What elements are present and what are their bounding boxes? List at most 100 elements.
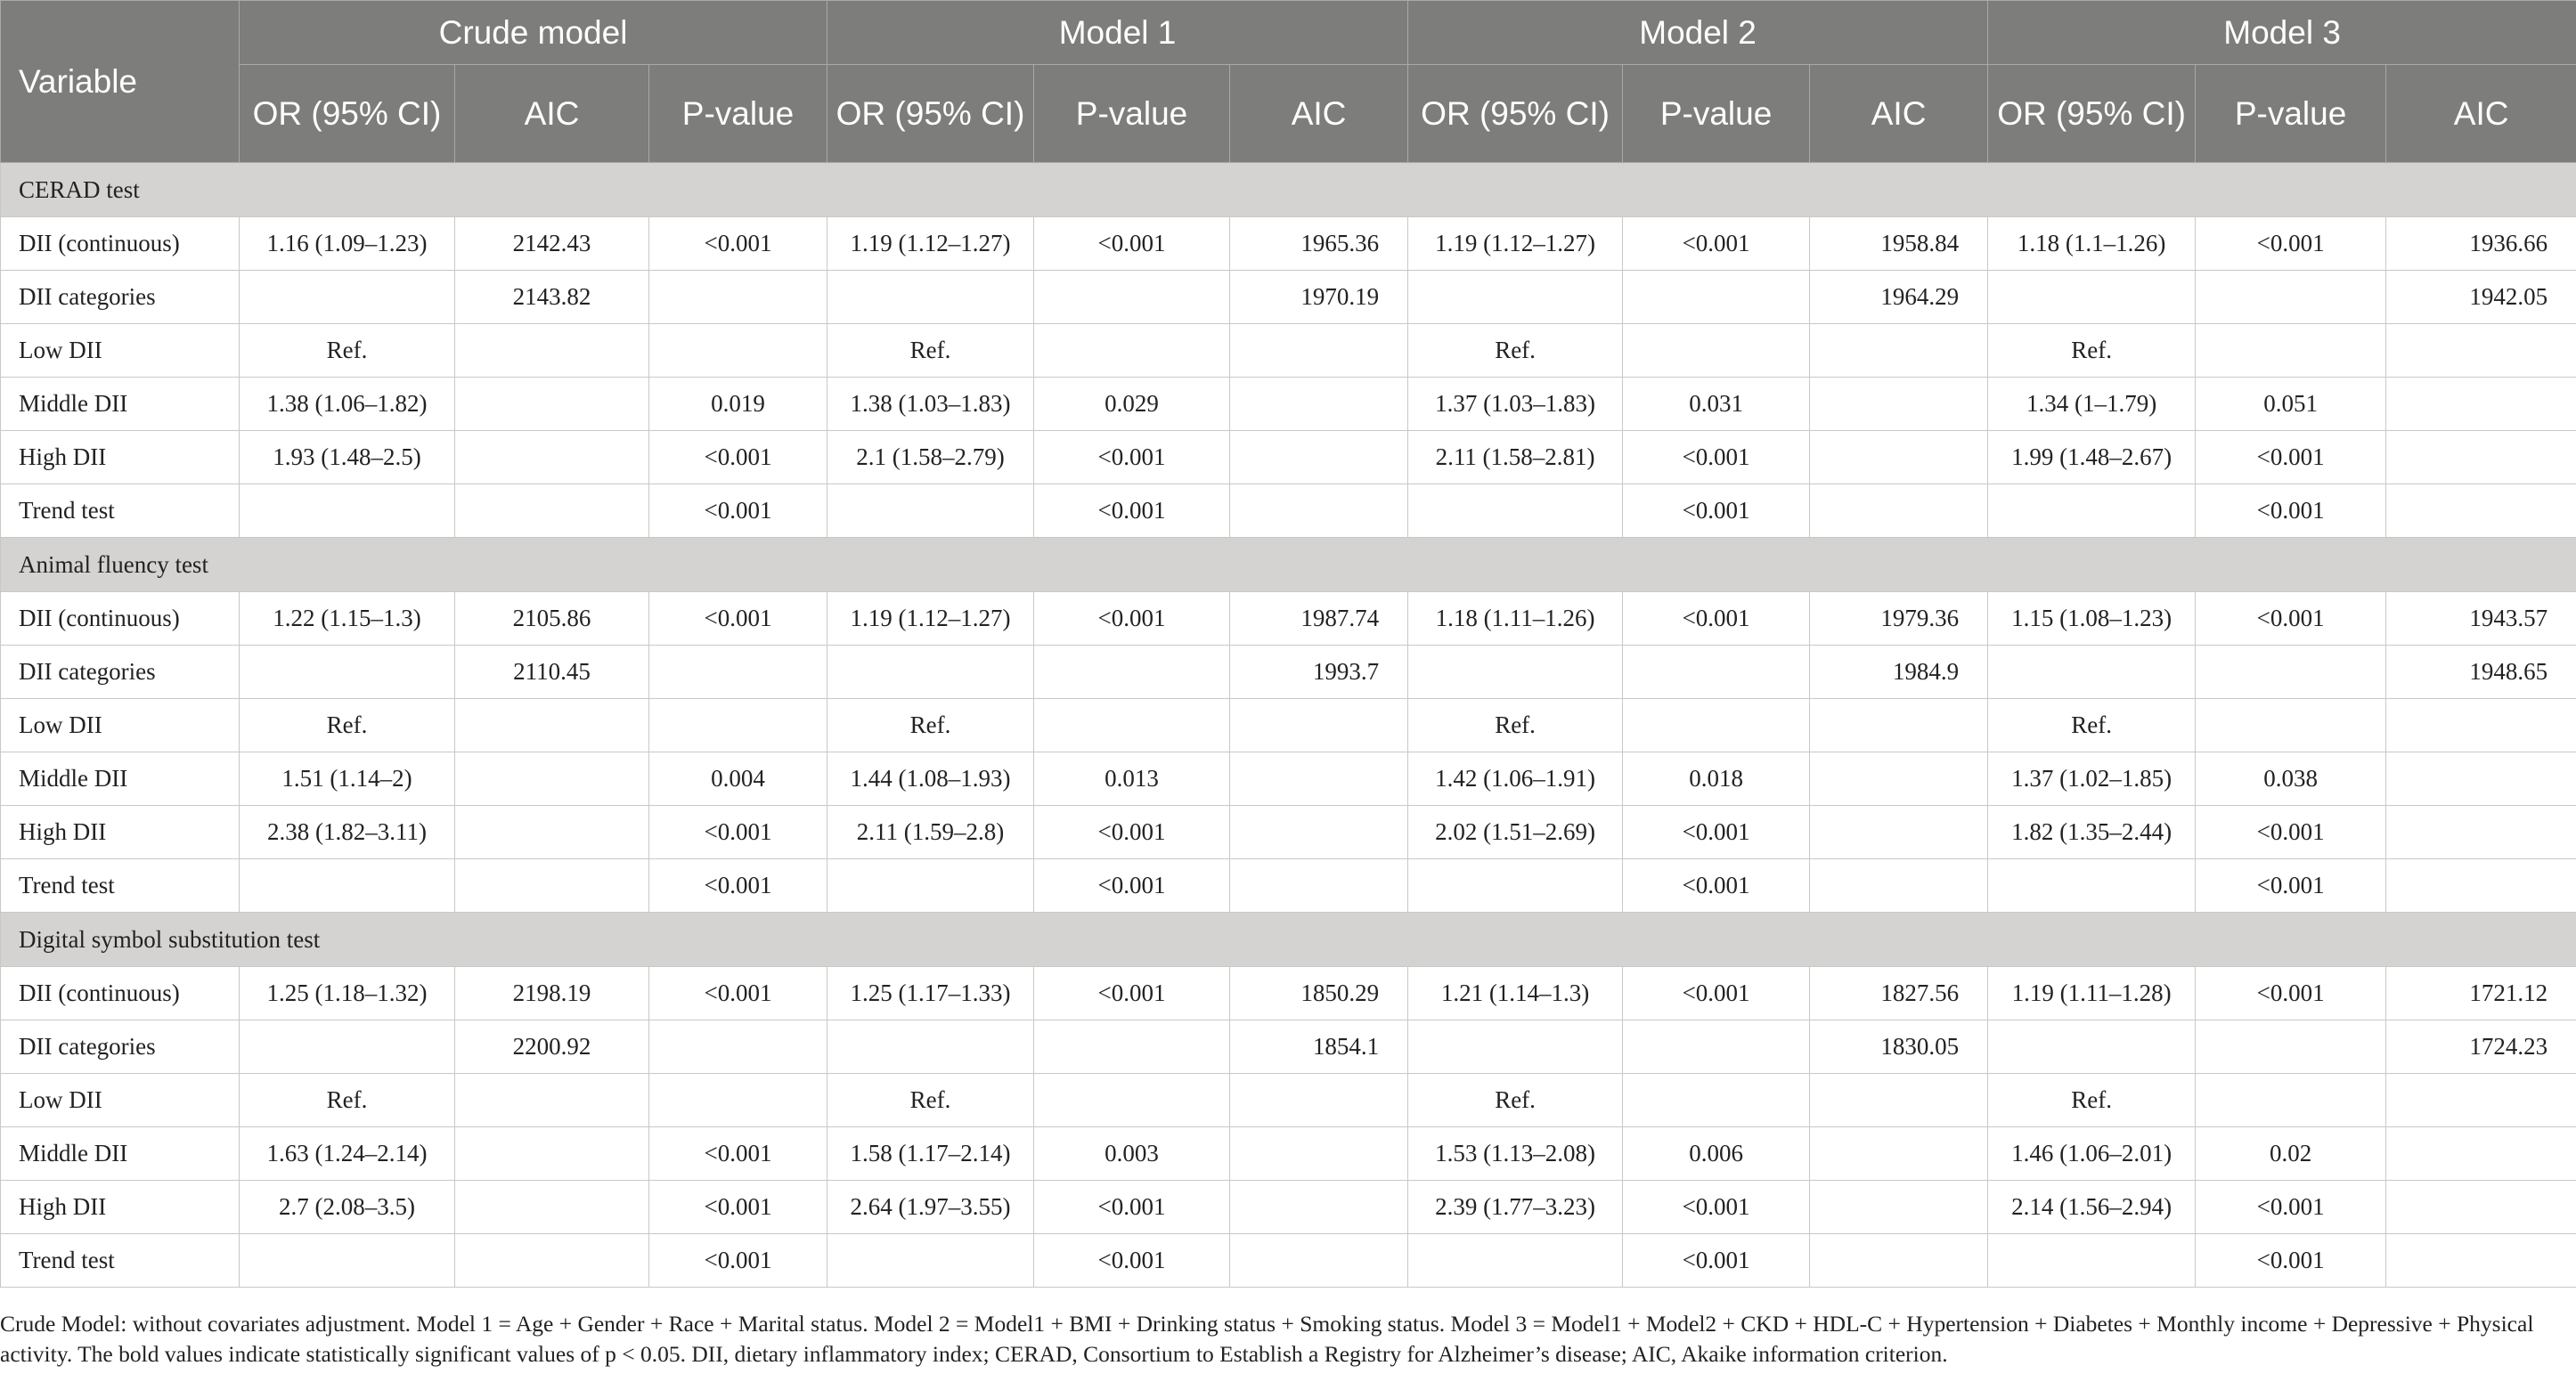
table-cell bbox=[1809, 858, 1989, 913]
table-cell bbox=[1033, 270, 1231, 324]
table-row: DII categories 2200.92 1854.1 1830.05 1724.2… bbox=[0, 1020, 2576, 1074]
row-label: DII (continuous) bbox=[0, 216, 240, 271]
table-cell: 1.25 (1.18–1.32) bbox=[239, 966, 455, 1020]
table-cell bbox=[2385, 858, 2576, 913]
table-cell bbox=[1229, 1233, 1409, 1288]
row-label: Low DII bbox=[0, 698, 240, 752]
table-cell bbox=[1809, 1233, 1989, 1288]
table-cell: 1.37 (1.02–1.85) bbox=[1987, 752, 2197, 806]
table-cell: 1.58 (1.17–2.14) bbox=[827, 1126, 1035, 1181]
model-1-header: Model 1 bbox=[827, 0, 1409, 65]
crude-pvalue-header: P-value bbox=[648, 64, 828, 163]
table-cell: <0.001 bbox=[1033, 1180, 1231, 1234]
table-row: DII (continuous) 1.22 (1.15–1.3) 2105.86 <0… bbox=[0, 591, 2576, 646]
table-cell bbox=[1407, 645, 1624, 699]
table-cell: <0.001 bbox=[1622, 1233, 1811, 1288]
table-cell bbox=[2385, 484, 2576, 538]
table-cell: 2.02 (1.51–2.69) bbox=[1407, 805, 1624, 859]
model-2-pvalue-header: P-value bbox=[1622, 64, 1811, 163]
table-cell: <0.001 bbox=[1622, 591, 1811, 646]
table-cell: <0.001 bbox=[2195, 966, 2387, 1020]
crude-aic-header: AIC bbox=[454, 64, 649, 163]
row-label: DII categories bbox=[0, 270, 240, 324]
table-cell: <0.001 bbox=[2195, 430, 2387, 484]
table-cell bbox=[1229, 858, 1409, 913]
table-cell: 1.15 (1.08–1.23) bbox=[1987, 591, 2197, 646]
table-cell: 0.018 bbox=[1622, 752, 1811, 806]
table-cell: <0.001 bbox=[1033, 966, 1231, 1020]
table-cell bbox=[1229, 377, 1409, 431]
model-1-pvalue-header: P-value bbox=[1033, 64, 1231, 163]
table-cell: <0.001 bbox=[648, 591, 828, 646]
row-label: High DII bbox=[0, 805, 240, 859]
table-cell: <0.001 bbox=[2195, 216, 2387, 271]
table-cell: 1.19 (1.12–1.27) bbox=[827, 216, 1035, 271]
crude-model-header: Crude model bbox=[238, 0, 828, 65]
table-row: Trend test <0.001 <0.001 <0.001 <0.001 bbox=[0, 484, 2576, 538]
table-cell bbox=[1987, 858, 2197, 913]
table-cell: 1.21 (1.14–1.3) bbox=[1407, 966, 1624, 1020]
table-cell bbox=[1033, 323, 1231, 378]
table-cell bbox=[1809, 1073, 1989, 1127]
table-cell bbox=[239, 270, 455, 324]
table-cell: 0.031 bbox=[1622, 377, 1811, 431]
table-cell: <0.001 bbox=[2195, 591, 2387, 646]
table-cell bbox=[2385, 430, 2576, 484]
table-cell: <0.001 bbox=[648, 966, 828, 1020]
table-cell bbox=[1809, 805, 1989, 859]
table-cell: 2143.82 bbox=[454, 270, 649, 324]
table-row: Low DII Ref. Ref. Ref. Ref. bbox=[0, 698, 2576, 752]
table-cell: 1.93 (1.48–2.5) bbox=[239, 430, 455, 484]
table-cell bbox=[1809, 1126, 1989, 1181]
table-cell bbox=[454, 698, 649, 752]
variable-header: Variable bbox=[0, 0, 240, 163]
table-cell: 1936.66 bbox=[2385, 216, 2576, 271]
table-cell bbox=[648, 1020, 828, 1074]
table-row: Low DII Ref. Ref. Ref. Ref. bbox=[0, 323, 2576, 378]
model-2-or-header: OR (95% CI) bbox=[1407, 64, 1624, 163]
table-cell bbox=[648, 645, 828, 699]
table-cell bbox=[1809, 698, 1989, 752]
row-label: Low DII bbox=[0, 323, 240, 378]
table-row: High DII 2.38 (1.82–3.11) <0.001 2.11 (1.59… bbox=[0, 805, 2576, 859]
table-cell bbox=[827, 1020, 1035, 1074]
table-cell bbox=[454, 484, 649, 538]
table-cell bbox=[239, 1020, 455, 1074]
results-table: Variable Crude model Model 1 Model 2 Mod… bbox=[0, 0, 2576, 1288]
table-cell: <0.001 bbox=[648, 1126, 828, 1181]
table-cell: 1850.29 bbox=[1229, 966, 1409, 1020]
table-row: Middle DII 1.63 (1.24–2.14) <0.001 1.58 (1.… bbox=[0, 1126, 2576, 1181]
table-cell bbox=[1987, 270, 2197, 324]
table-row: DII categories 2110.45 1993.7 1984.9 1948.65 bbox=[0, 645, 2576, 699]
table-cell bbox=[454, 1073, 649, 1127]
table-cell bbox=[2385, 752, 2576, 806]
table-cell: 2105.86 bbox=[454, 591, 649, 646]
table-cell: 1.63 (1.24–2.14) bbox=[239, 1126, 455, 1181]
table-cell: 2198.19 bbox=[454, 966, 649, 1020]
table-cell: 0.051 bbox=[2195, 377, 2387, 431]
table-cell: <0.001 bbox=[2195, 805, 2387, 859]
table-cell: 0.006 bbox=[1622, 1126, 1811, 1181]
table-cell: 1.19 (1.12–1.27) bbox=[827, 591, 1035, 646]
table-row: DII (continuous) 1.16 (1.09–1.23) 2142.43 <… bbox=[0, 216, 2576, 271]
table-cell: Ref. bbox=[1407, 323, 1624, 378]
table-cell: <0.001 bbox=[648, 1233, 828, 1288]
table-cell bbox=[1622, 270, 1811, 324]
table-cell bbox=[454, 1233, 649, 1288]
row-label: Trend test bbox=[0, 1233, 240, 1288]
table-cell: 1830.05 bbox=[1809, 1020, 1989, 1074]
table-cell bbox=[1987, 1020, 2197, 1074]
table-cell bbox=[1407, 270, 1624, 324]
table-cell bbox=[648, 270, 828, 324]
table-cell bbox=[2385, 1180, 2576, 1234]
table-cell: 1984.9 bbox=[1809, 645, 1989, 699]
table-cell: <0.001 bbox=[648, 484, 828, 538]
table-cell bbox=[1622, 323, 1811, 378]
model-1-aic-header: AIC bbox=[1229, 64, 1409, 163]
table-cell: 1942.05 bbox=[2385, 270, 2576, 324]
table-cell: <0.001 bbox=[648, 805, 828, 859]
table-cell bbox=[1809, 752, 1989, 806]
table-cell bbox=[239, 484, 455, 538]
table-footnote: Crude Model: without covariates adjustme… bbox=[0, 1311, 2534, 1367]
model-3-pvalue-header: P-value bbox=[2195, 64, 2387, 163]
